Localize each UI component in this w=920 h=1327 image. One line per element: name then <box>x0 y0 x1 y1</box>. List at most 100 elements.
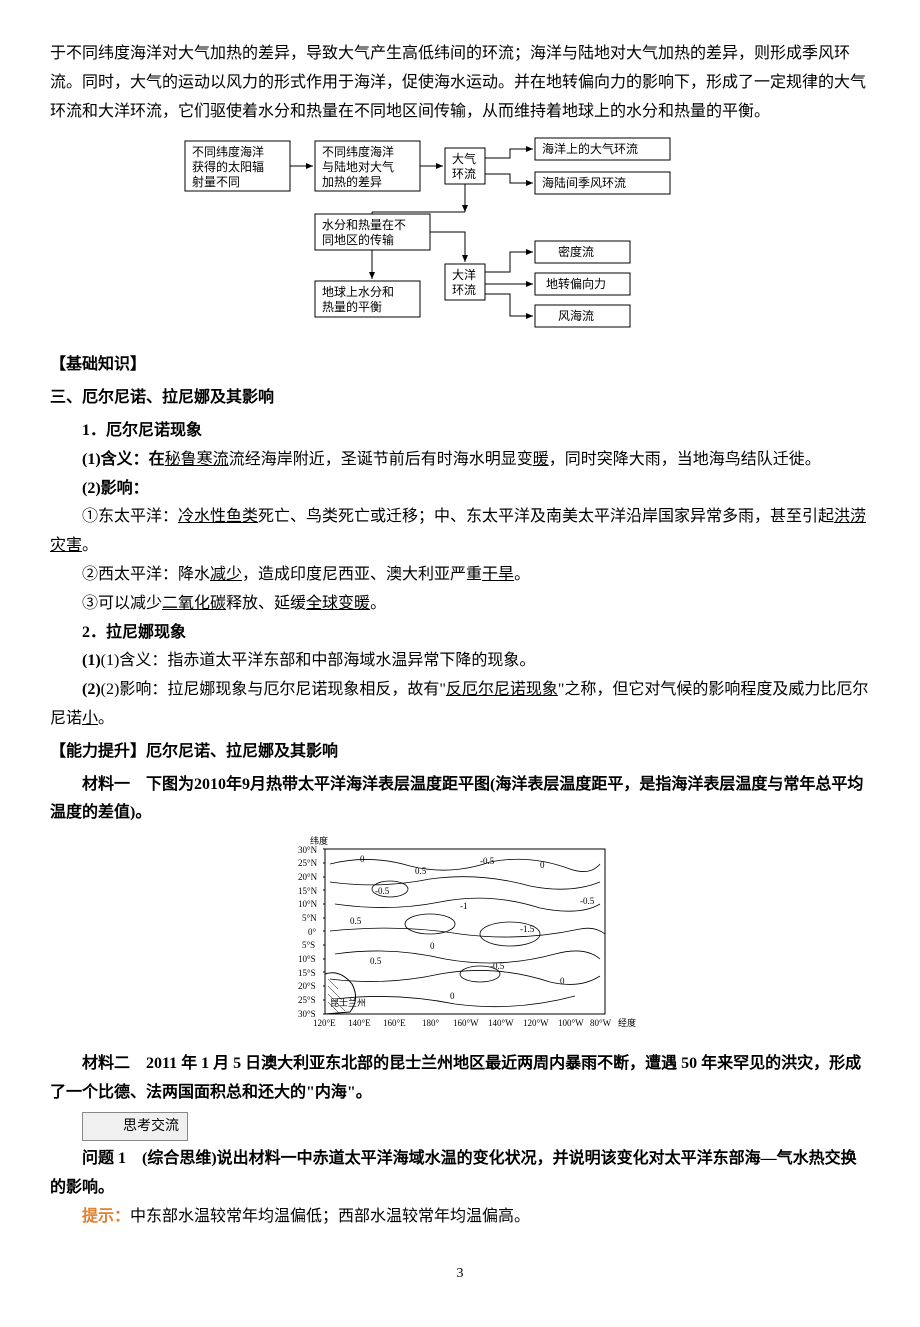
cv6: -1.5 <box>520 924 535 934</box>
xlab-4: 160°W <box>453 1018 479 1028</box>
d1-b11: 风海流 <box>558 308 594 323</box>
s1-2-1: ①东太平洋：冷水性鱼类死亡、鸟类死亡或迁移；中、东太平洋及南美太平洋沿岸国家异常… <box>50 503 870 561</box>
s2-title: 2．拉尼娜现象 <box>50 619 870 648</box>
ylab-8: 10°S <box>298 954 316 964</box>
basic-knowledge-header: 【基础知识】 <box>50 351 870 380</box>
ylab-11: 25°S <box>298 995 316 1005</box>
fig2-yticks: 30°N 25°N 20°N 15°N 10°N 5°N 0° 5°S 10°S… <box>298 845 318 1019</box>
d1-b8-l2: 环流 <box>452 283 476 297</box>
s1-2-2: ②西太平洋：降水减少，造成印度尼西亚、澳大利亚严重干旱。 <box>50 561 870 590</box>
s2-1: (1)(1)含义：指赤道太平洋东部和中部海域水温异常下降的现象。 <box>50 647 870 676</box>
material-2: 材料二 2011 年 1 月 5 日澳大利亚东北部的昆士兰州地区最近两周内暴雨不… <box>50 1050 870 1108</box>
ylab-3: 15°N <box>298 886 318 896</box>
s1-2-1a: ①东太平洋： <box>82 508 178 525</box>
intro-paragraph: 于不同纬度海洋对大气加热的差异，导致大气产生高低纬间的环流；海洋与陆地对大气加热… <box>50 40 870 126</box>
page-number: 3 <box>50 1261 870 1286</box>
s2-2: (2)(2)影响：拉尼娜现象与厄尔尼诺现象相反，故有"反厄尔尼诺现象"之称，但它… <box>50 676 870 734</box>
cv11: 0 <box>560 976 565 986</box>
s1-2-1e: 。 <box>82 537 98 554</box>
s1-2-3e: 。 <box>370 595 386 612</box>
cv12: -0.5 <box>580 896 595 906</box>
d1-b6-l2: 同地区的传输 <box>322 232 394 247</box>
fig2-xtitle: 经度 <box>618 1017 636 1028</box>
s1-2-2d: 干旱 <box>482 566 514 583</box>
ylab-9: 15°S <box>298 968 316 978</box>
s1-1c: 流经海岸附近，圣诞节前后有时海水明显变 <box>229 451 533 468</box>
s1-1a: (1)含义：在 <box>82 451 165 468</box>
hint: 提示：中东部水温较常年均温偏低；西部水温较常年均温偏高。 <box>50 1203 870 1232</box>
m2-label: 材料二 <box>82 1055 130 1072</box>
q1-label: 问题 1 <box>82 1150 126 1167</box>
think-box: 思考交流 <box>82 1112 188 1141</box>
cv4: -0.5 <box>375 886 390 896</box>
d1-b3-l1: 大气 <box>452 151 476 166</box>
ylab-1: 25°N <box>298 858 318 868</box>
s2-2b: 反厄尔尼诺现象 <box>446 681 558 698</box>
s1-2-3b: 二氧化碳 <box>162 595 226 612</box>
s1-2-2c: ，造成印度尼西亚、澳大利亚严重 <box>242 566 482 583</box>
d1-b1-l1: 不同纬度海洋 <box>192 144 264 159</box>
d1-b5: 海陆间季风环流 <box>542 175 626 190</box>
cv5: -1 <box>460 901 468 911</box>
question-1: 问题 1 (综合思维)说出材料一中赤道太平洋海域水温的变化状况，并说明该变化对太… <box>50 1145 870 1203</box>
flow-diagram: 不同纬度海洋 获得的太阳辐 射量不同 不同纬度海洋 与陆地对大气 加热的差异 大… <box>180 136 740 341</box>
s1-2-1c: 死亡、鸟类死亡或迁移；中、东太平洋及南美太平洋沿岸国家异常多雨，甚至引起 <box>258 508 834 525</box>
cv7: 0.5 <box>350 916 362 926</box>
s1-2: (2)影响： <box>50 475 870 504</box>
ylab-4: 10°N <box>298 899 318 909</box>
s1-title: 1．厄尔尼诺现象 <box>50 417 870 446</box>
d1-b8-l1: 大洋 <box>452 267 476 282</box>
xlab-7: 100°W <box>558 1018 584 1028</box>
d1-b2-l3: 加热的差异 <box>322 174 382 189</box>
s1-2-1b: 冷水性鱼类 <box>178 508 258 525</box>
s1-content-1: (1)含义：在秘鲁寒流流经海岸附近，圣诞节前后有时海水明显变暖，同时突降大雨，当… <box>50 446 870 475</box>
s1-2-3a: ③可以减少 <box>82 595 162 612</box>
s1-2-3d: 全球变暖 <box>306 595 370 612</box>
m2-text: 2011 年 1 月 5 日澳大利亚东北部的昆士兰州地区最近两周内暴雨不断，遭遇… <box>50 1055 861 1101</box>
hint-text: 中东部水温较常年均温偏低；西部水温较常年均温偏高。 <box>130 1208 530 1225</box>
d1-b7-l1: 地球上水分和 <box>322 285 394 299</box>
temperature-anomaly-map: 纬度 30°N 25°N 20°N 15°N 10°N 5°N 0° 5°S 1… <box>280 834 640 1044</box>
d1-b1-l2: 获得的太阳辐 <box>192 159 264 174</box>
cv13: 0 <box>450 991 455 1001</box>
cv10: -0.5 <box>490 961 505 971</box>
d1-b3-l2: 环流 <box>452 167 476 181</box>
xlab-8: 80°W <box>590 1018 612 1028</box>
d1-b1-l3: 射量不同 <box>192 174 240 189</box>
s1-2-3: ③可以减少二氧化碳释放、延缓全球变暖。 <box>50 590 870 619</box>
ylab-2: 20°N <box>298 872 318 882</box>
s2-2a: (2)影响：拉尼娜现象与厄尔尼诺现象相反，故有" <box>101 681 446 698</box>
section-3-title: 三、厄尔尼诺、拉尼娜及其影响 <box>50 384 870 413</box>
m1-text: 下图为2010年9月热带太平洋海洋表层温度距平图(海洋表层温度距平，是指海洋表层… <box>50 776 863 822</box>
s1-2-3c: 释放、延缓 <box>226 595 306 612</box>
d1-b7-l2: 热量的平衡 <box>322 299 382 314</box>
cv1: 0.5 <box>415 866 427 876</box>
d1-b2-l1: 不同纬度海洋 <box>322 144 394 159</box>
m1-label: 材料一 <box>82 776 130 793</box>
material-1: 材料一 下图为2010年9月热带太平洋海洋表层温度距平图(海洋表层温度距平，是指… <box>50 771 870 829</box>
d1-b6-l1: 水分和热量在不 <box>322 218 406 232</box>
ylab-6: 0° <box>308 927 317 937</box>
s2-2e: 。 <box>98 710 114 727</box>
hint-label: 提示： <box>82 1208 130 1225</box>
s1-1b: 秘鲁寒流 <box>165 451 229 468</box>
fig2-qld: 昆士兰州 <box>330 997 366 1008</box>
s2-1-text: (1)含义：指赤道太平洋东部和中部海域水温异常下降的现象。 <box>101 652 536 669</box>
cv8: 0 <box>430 941 435 951</box>
ylab-7: 5°S <box>302 940 315 950</box>
cv3: 0 <box>540 860 545 870</box>
cv2: -0.5 <box>480 856 495 866</box>
ylab-5: 5°N <box>302 913 317 923</box>
s1-2-2a: ②西太平洋：降水 <box>82 566 210 583</box>
d1-b4: 海洋上的大气环流 <box>542 141 638 156</box>
xlab-1: 140°E <box>348 1018 371 1028</box>
s1-1d: 暖 <box>533 451 549 468</box>
d1-b10: 地转偏向力 <box>546 276 606 291</box>
s1-2-2b: 减少 <box>210 566 242 583</box>
d1-b2-l2: 与陆地对大气 <box>322 159 394 174</box>
cv9: 0.5 <box>370 956 382 966</box>
xlab-2: 160°E <box>383 1018 406 1028</box>
fig2-xticks: 120°E 140°E 160°E 180° 160°W 140°W 120°W… <box>313 1018 612 1028</box>
q1-text: (综合思维)说出材料一中赤道太平洋海域水温的变化状况，并说明该变化对太平洋东部海… <box>50 1150 857 1196</box>
s1-2-2e: 。 <box>514 566 530 583</box>
